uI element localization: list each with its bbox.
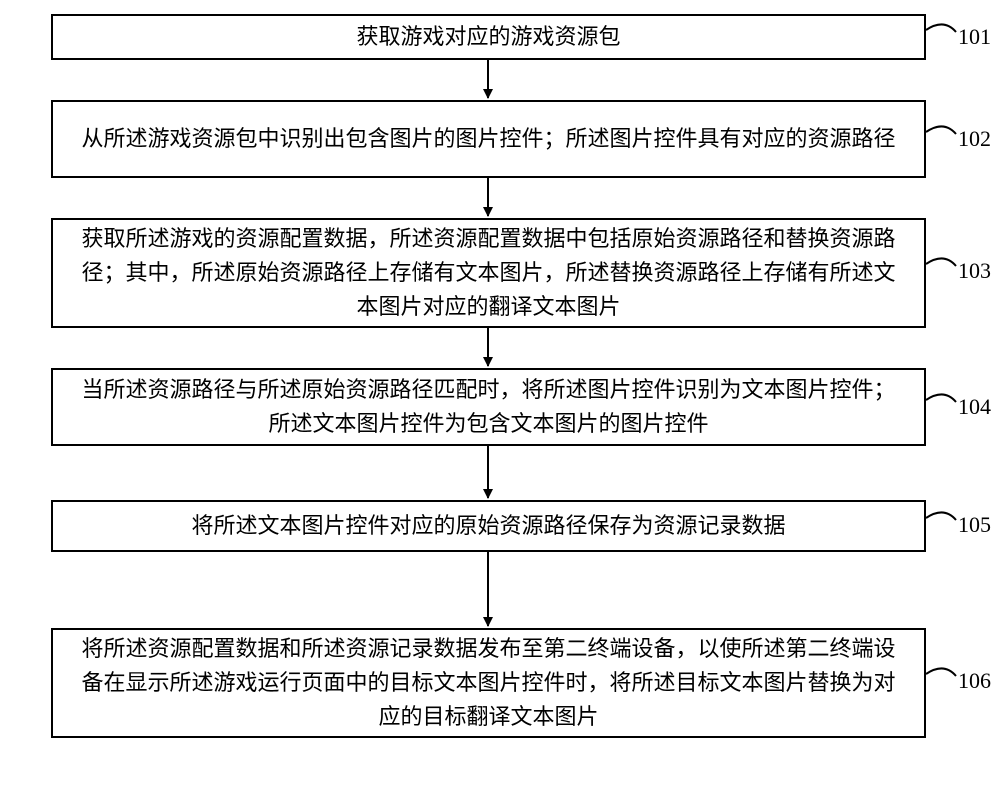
flow-node-102: 从所述游戏资源包中识别出包含图片的图片控件；所述图片控件具有对应的资源路径 xyxy=(51,100,926,178)
flow-node-text: 将所述文本图片控件对应的原始资源路径保存为资源记录数据 xyxy=(191,509,785,543)
flow-node-106: 将所述资源配置数据和所述资源记录数据发布至第二终端设备，以使所述第二终端设备在显… xyxy=(51,628,926,738)
flow-node-text: 将所述资源配置数据和所述资源记录数据发布至第二终端设备，以使所述第二终端设备在显… xyxy=(77,632,900,734)
flow-node-101: 获取游戏对应的游戏资源包 xyxy=(51,14,926,60)
flow-node-104: 当所述资源路径与所述原始资源路径匹配时，将所述图片控件识别为文本图片控件；所述文… xyxy=(51,368,926,446)
step-label-105: 105 xyxy=(958,512,991,538)
flowchart: 获取游戏对应的游戏资源包 从所述游戏资源包中识别出包含图片的图片控件；所述图片控… xyxy=(0,0,1000,788)
flow-node-text: 当所述资源路径与所述原始资源路径匹配时，将所述图片控件识别为文本图片控件；所述文… xyxy=(77,373,900,441)
flow-node-105: 将所述文本图片控件对应的原始资源路径保存为资源记录数据 xyxy=(51,500,926,552)
flow-node-text: 获取所述游戏的资源配置数据，所述资源配置数据中包括原始资源路径和替换资源路径；其… xyxy=(77,222,900,324)
flow-node-103: 获取所述游戏的资源配置数据，所述资源配置数据中包括原始资源路径和替换资源路径；其… xyxy=(51,218,926,328)
step-label-103: 103 xyxy=(958,258,991,284)
step-label-106: 106 xyxy=(958,668,991,694)
flow-node-text: 从所述游戏资源包中识别出包含图片的图片控件；所述图片控件具有对应的资源路径 xyxy=(81,122,895,156)
step-label-104: 104 xyxy=(958,394,991,420)
step-label-102: 102 xyxy=(958,126,991,152)
step-label-101: 101 xyxy=(958,24,991,50)
flow-node-text: 获取游戏对应的游戏资源包 xyxy=(356,20,620,54)
